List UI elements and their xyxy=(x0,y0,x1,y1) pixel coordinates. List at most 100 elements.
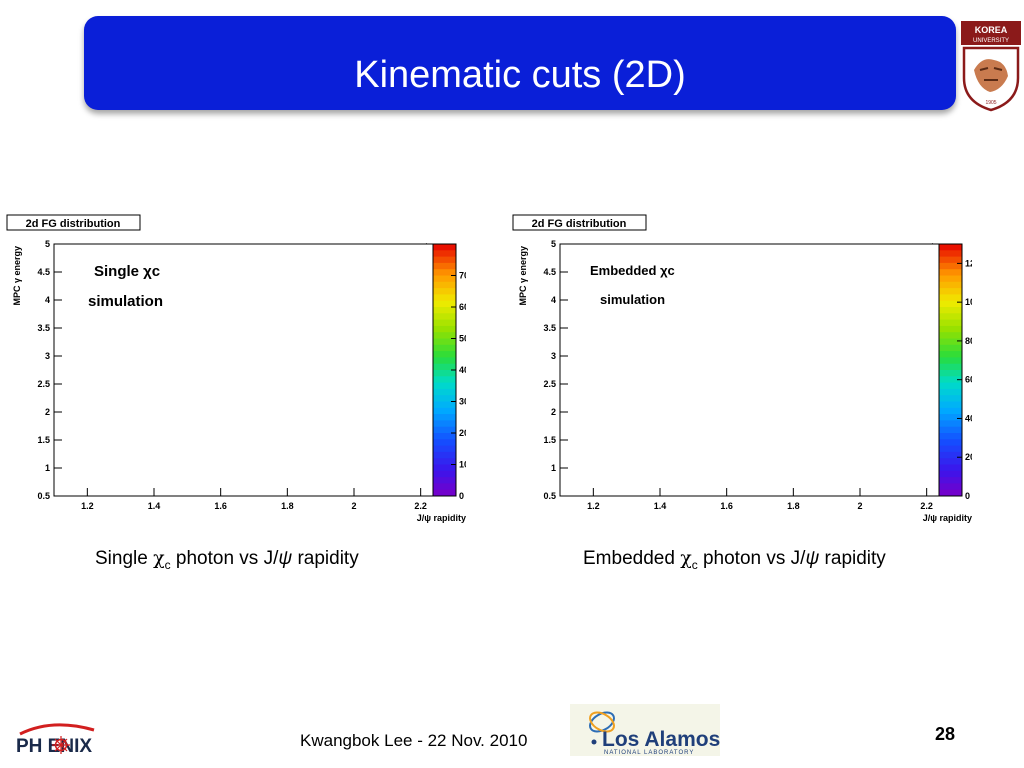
palette-cell xyxy=(433,451,456,459)
y-tick-label: 3.5 xyxy=(37,323,50,333)
z-tick-label: 40 xyxy=(459,365,466,375)
lanl-name: Los Alamos xyxy=(602,728,720,751)
palette-cell xyxy=(939,288,962,295)
palette-cell xyxy=(939,433,962,440)
y-tick-label: 4.5 xyxy=(37,267,50,277)
palette-cell xyxy=(433,395,456,402)
palette-cell xyxy=(939,313,962,320)
palette-cell xyxy=(433,319,456,327)
histogram-title: 2d FG distribution xyxy=(26,218,121,230)
x-axis-label: J/ψ rapidity xyxy=(923,513,972,523)
palette-cell xyxy=(939,332,962,339)
z-tick-label: 10 xyxy=(459,460,466,470)
title-bar: Kinematic cuts (2D) xyxy=(84,16,956,110)
annotation-box xyxy=(585,257,695,312)
palette-cell xyxy=(939,300,962,308)
palette-cell xyxy=(433,401,456,409)
x-tick-label: 2.2 xyxy=(920,501,933,511)
x-tick-label: 2.2 xyxy=(414,501,427,511)
palette-cell xyxy=(433,351,456,358)
palette-cell xyxy=(939,445,962,453)
heatmap-single-chic: 2d FG distribution 1.2 1.4 1.6 1.8 2 2.2 0.5 1 1… xyxy=(6,214,469,523)
palette-cell xyxy=(939,470,962,478)
palette-cell xyxy=(939,363,962,371)
palette-cell xyxy=(939,256,962,264)
palette-cell xyxy=(939,439,962,446)
palette-cell xyxy=(433,338,456,346)
caption-embedded: Embedded χc photon vs J/ψ rapidity xyxy=(583,547,886,572)
los-alamos-logo: Los Alamos NATIONAL LABORATORY xyxy=(570,704,720,756)
z-tick-label: 0 xyxy=(965,491,970,501)
palette-cell xyxy=(433,483,456,491)
palette-cell xyxy=(433,489,456,497)
x-axis-label: J/ψ rapidity xyxy=(417,513,466,523)
palette-cell xyxy=(433,363,456,371)
slide-title: Kinematic cuts (2D) xyxy=(354,54,686,96)
palette-cell xyxy=(939,294,962,302)
x-tick-label: 1.8 xyxy=(787,501,800,511)
svg-text:1905: 1905 xyxy=(985,100,996,106)
palette-frame xyxy=(938,243,963,497)
y-tick-label: 3 xyxy=(551,351,556,361)
z-tick-label: 60 xyxy=(965,375,972,385)
palette-cell xyxy=(433,370,456,377)
palette-cell xyxy=(939,269,962,276)
x-tick-label: 1.6 xyxy=(214,501,227,511)
palette-cell xyxy=(433,294,456,302)
palette-cell xyxy=(939,338,962,346)
y-tick-label: 4 xyxy=(551,295,556,305)
palette-cell xyxy=(433,407,456,415)
palette-cell xyxy=(433,477,456,484)
plot-frame xyxy=(53,243,455,497)
palette-cell xyxy=(939,319,962,327)
palette-cell xyxy=(939,458,962,465)
palette-cell xyxy=(433,376,456,383)
heatmap-embedded-chic: 2d FG distribution 1.2 1.4 1.6 1.8 2 2.2 0.5 1 1… xyxy=(512,214,980,523)
annotation-line-2: simulation xyxy=(88,293,163,310)
palette-cell xyxy=(939,262,962,270)
y-tick-label: 2 xyxy=(45,407,50,417)
y-tick-label: 1.5 xyxy=(37,435,50,445)
palette-cell xyxy=(433,426,456,434)
chart-panel-single: 2d FG distribution 1.2 1.4 1.6 1.8 2 2.2 0.5 1 1… xyxy=(6,214,469,530)
annotation-line-1: Embedded χc xyxy=(590,263,675,278)
palette-cell xyxy=(939,483,962,491)
palette-cell xyxy=(433,464,456,472)
histogram-title-box xyxy=(512,214,647,231)
lanl-subtitle: NATIONAL LABORATORY xyxy=(604,750,694,756)
palette-cell xyxy=(433,458,456,465)
palette-cell xyxy=(433,325,456,333)
z-tick-label: 30 xyxy=(459,397,466,407)
y-tick-label: 1 xyxy=(45,463,50,473)
y-tick-label: 0.5 xyxy=(543,491,556,501)
x-tick-label: 2 xyxy=(351,501,356,511)
page-number: 28 xyxy=(935,724,956,744)
palette-cell xyxy=(939,489,962,497)
phenix-logo-text: PH ENIX xyxy=(16,736,92,756)
y-tick-label: 5 xyxy=(551,239,556,249)
palette-cell xyxy=(939,401,962,409)
palette-cell xyxy=(939,344,962,352)
annotation-line-1: Single χc xyxy=(94,263,160,280)
x-tick-label: 1.4 xyxy=(654,501,667,511)
x-tick-label: 1.2 xyxy=(587,501,600,511)
palette-cell xyxy=(939,275,962,283)
palette-cell xyxy=(433,256,456,264)
palette-cell xyxy=(433,388,456,396)
y-tick-label: 5 xyxy=(45,239,50,249)
palette-cell xyxy=(939,244,962,251)
z-tick-label: 20 xyxy=(459,428,466,438)
z-tick-label: 70 xyxy=(459,271,466,281)
z-tick-label: 120 xyxy=(965,258,972,268)
palette-cell xyxy=(433,300,456,308)
palette-cell xyxy=(939,281,962,289)
palette-cell xyxy=(939,477,962,484)
x-tick-label: 1.8 xyxy=(281,501,294,511)
palette-cell xyxy=(939,370,962,377)
palette-cell xyxy=(433,307,456,314)
z-tick-label: 50 xyxy=(459,334,466,344)
palette-cell xyxy=(433,281,456,289)
y-tick-label: 2.5 xyxy=(37,379,50,389)
korea-university-logo: KOREA UNIVERSITY 1905 xyxy=(961,21,1021,112)
y-tick-label: 2 xyxy=(551,407,556,417)
